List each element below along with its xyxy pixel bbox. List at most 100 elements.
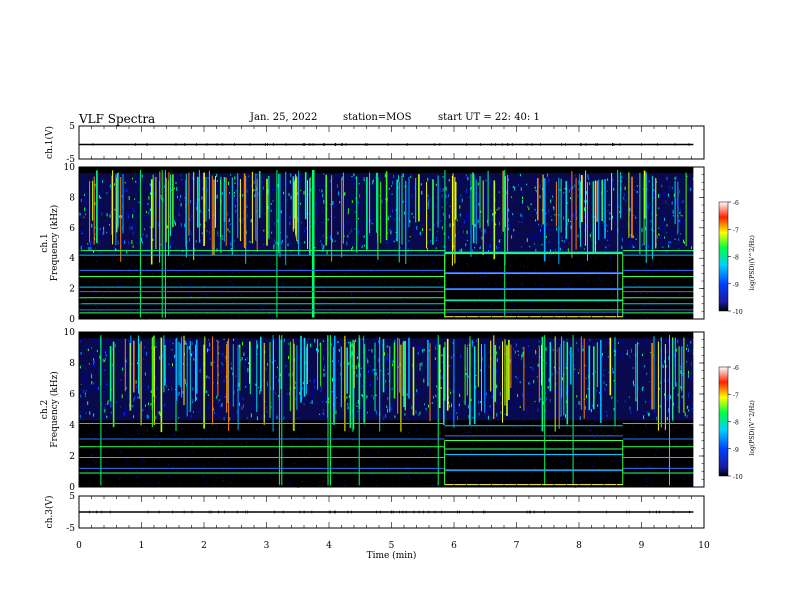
noise-speck: [360, 354, 362, 356]
noise-speck: [458, 389, 460, 392]
noise-speck: [190, 232, 192, 235]
noise-speck: [184, 393, 186, 396]
noise-speck: [534, 408, 536, 412]
noise-speck: [216, 173, 218, 177]
colorbar-tick-label: -6: [733, 365, 739, 372]
noise-speck: [161, 395, 163, 399]
noise-speck: [395, 232, 397, 234]
noise-speck: [629, 207, 631, 212]
noise-speck: [491, 398, 493, 401]
noise-speck: [229, 231, 231, 233]
noise-speck: [386, 451, 387, 453]
noise-speck: [670, 180, 672, 185]
noise-speck: [626, 223, 628, 225]
noise-speck: [666, 351, 668, 354]
noise-speck: [605, 384, 607, 386]
noise-speck: [116, 447, 118, 449]
noise-speck: [535, 248, 537, 253]
noise-speck: [370, 227, 372, 232]
noise-speck: [658, 227, 660, 229]
noise-speck: [378, 195, 380, 197]
noise-speck: [263, 229, 265, 232]
noise-speck: [621, 199, 623, 202]
noise-speck: [661, 212, 663, 215]
noise-speck: [124, 190, 126, 193]
noise-speck: [512, 354, 514, 359]
noise-speck: [496, 353, 498, 355]
noise-speck: [139, 339, 141, 342]
noise-speck: [315, 213, 317, 216]
noise-speck: [100, 299, 102, 301]
noise-speck: [602, 355, 604, 360]
noise-speck: [221, 192, 223, 195]
noise-speck: [467, 344, 469, 347]
noise-speck: [318, 209, 320, 213]
noise-speck: [297, 353, 299, 358]
noise-speck: [160, 437, 162, 439]
noise-speck: [522, 393, 524, 398]
noise-speck: [436, 447, 438, 449]
noise-speck: [573, 235, 575, 238]
noise-speck: [297, 282, 299, 284]
noise-speck: [109, 184, 111, 188]
noise-speck: [418, 346, 420, 351]
noise-speck: [618, 292, 620, 294]
noise-speck: [103, 230, 105, 235]
noise-speck: [391, 193, 393, 195]
noise-speck: [313, 385, 315, 389]
noise-speck: [313, 360, 315, 363]
noise-speck: [518, 183, 519, 187]
noise-speck: [442, 183, 444, 185]
noise-speck: [146, 234, 148, 238]
noise-speck: [490, 209, 492, 212]
noise-speck: [274, 242, 276, 244]
noise-speck: [210, 369, 212, 373]
noise-speck: [346, 303, 348, 305]
noise-speck: [551, 373, 553, 376]
noise-speck: [451, 464, 452, 466]
noise-speck: [530, 189, 532, 193]
noise-speck: [96, 260, 98, 262]
noise-speck: [641, 387, 643, 390]
noise-speck: [404, 200, 406, 204]
noise-speck: [117, 225, 119, 230]
noise-speck: [658, 289, 660, 291]
noise-speck: [436, 412, 438, 416]
noise-speck: [101, 239, 103, 244]
noise-speck: [635, 214, 637, 218]
noise-speck: [135, 406, 137, 408]
noise-speck: [229, 192, 231, 194]
noise-speck: [171, 225, 173, 229]
noise-speck: [460, 354, 462, 359]
noise-speck: [549, 233, 550, 235]
noise-speck: [126, 457, 128, 459]
noise-speck: [489, 405, 491, 408]
noise-speck: [564, 363, 566, 367]
noise-speck: [465, 308, 467, 310]
noise-speck: [367, 429, 369, 431]
noise-speck: [491, 408, 493, 410]
noise-speck: [687, 393, 689, 398]
noise-speck: [432, 176, 434, 178]
noise-speck: [337, 341, 339, 344]
noise-speck: [358, 218, 359, 220]
noise-speck: [192, 401, 193, 404]
noise-speck: [677, 339, 679, 343]
noise-speck: [369, 473, 371, 475]
noise-speck: [142, 202, 144, 205]
noise-speck: [232, 372, 234, 376]
noise-speck: [452, 416, 454, 420]
noise-speck: [584, 364, 586, 367]
noise-speck: [85, 468, 87, 470]
noise-speck: [120, 379, 122, 381]
y-tick-label: 6: [69, 390, 75, 400]
noise-speck: [324, 288, 326, 290]
noise-speck: [248, 421, 250, 423]
noise-speck: [174, 388, 176, 391]
noise-speck: [538, 223, 540, 226]
noise-speck: [114, 392, 116, 396]
noise-speck: [487, 307, 489, 309]
noise-speck: [228, 220, 230, 223]
noise-speck: [485, 395, 487, 398]
noise-speck: [306, 196, 308, 201]
